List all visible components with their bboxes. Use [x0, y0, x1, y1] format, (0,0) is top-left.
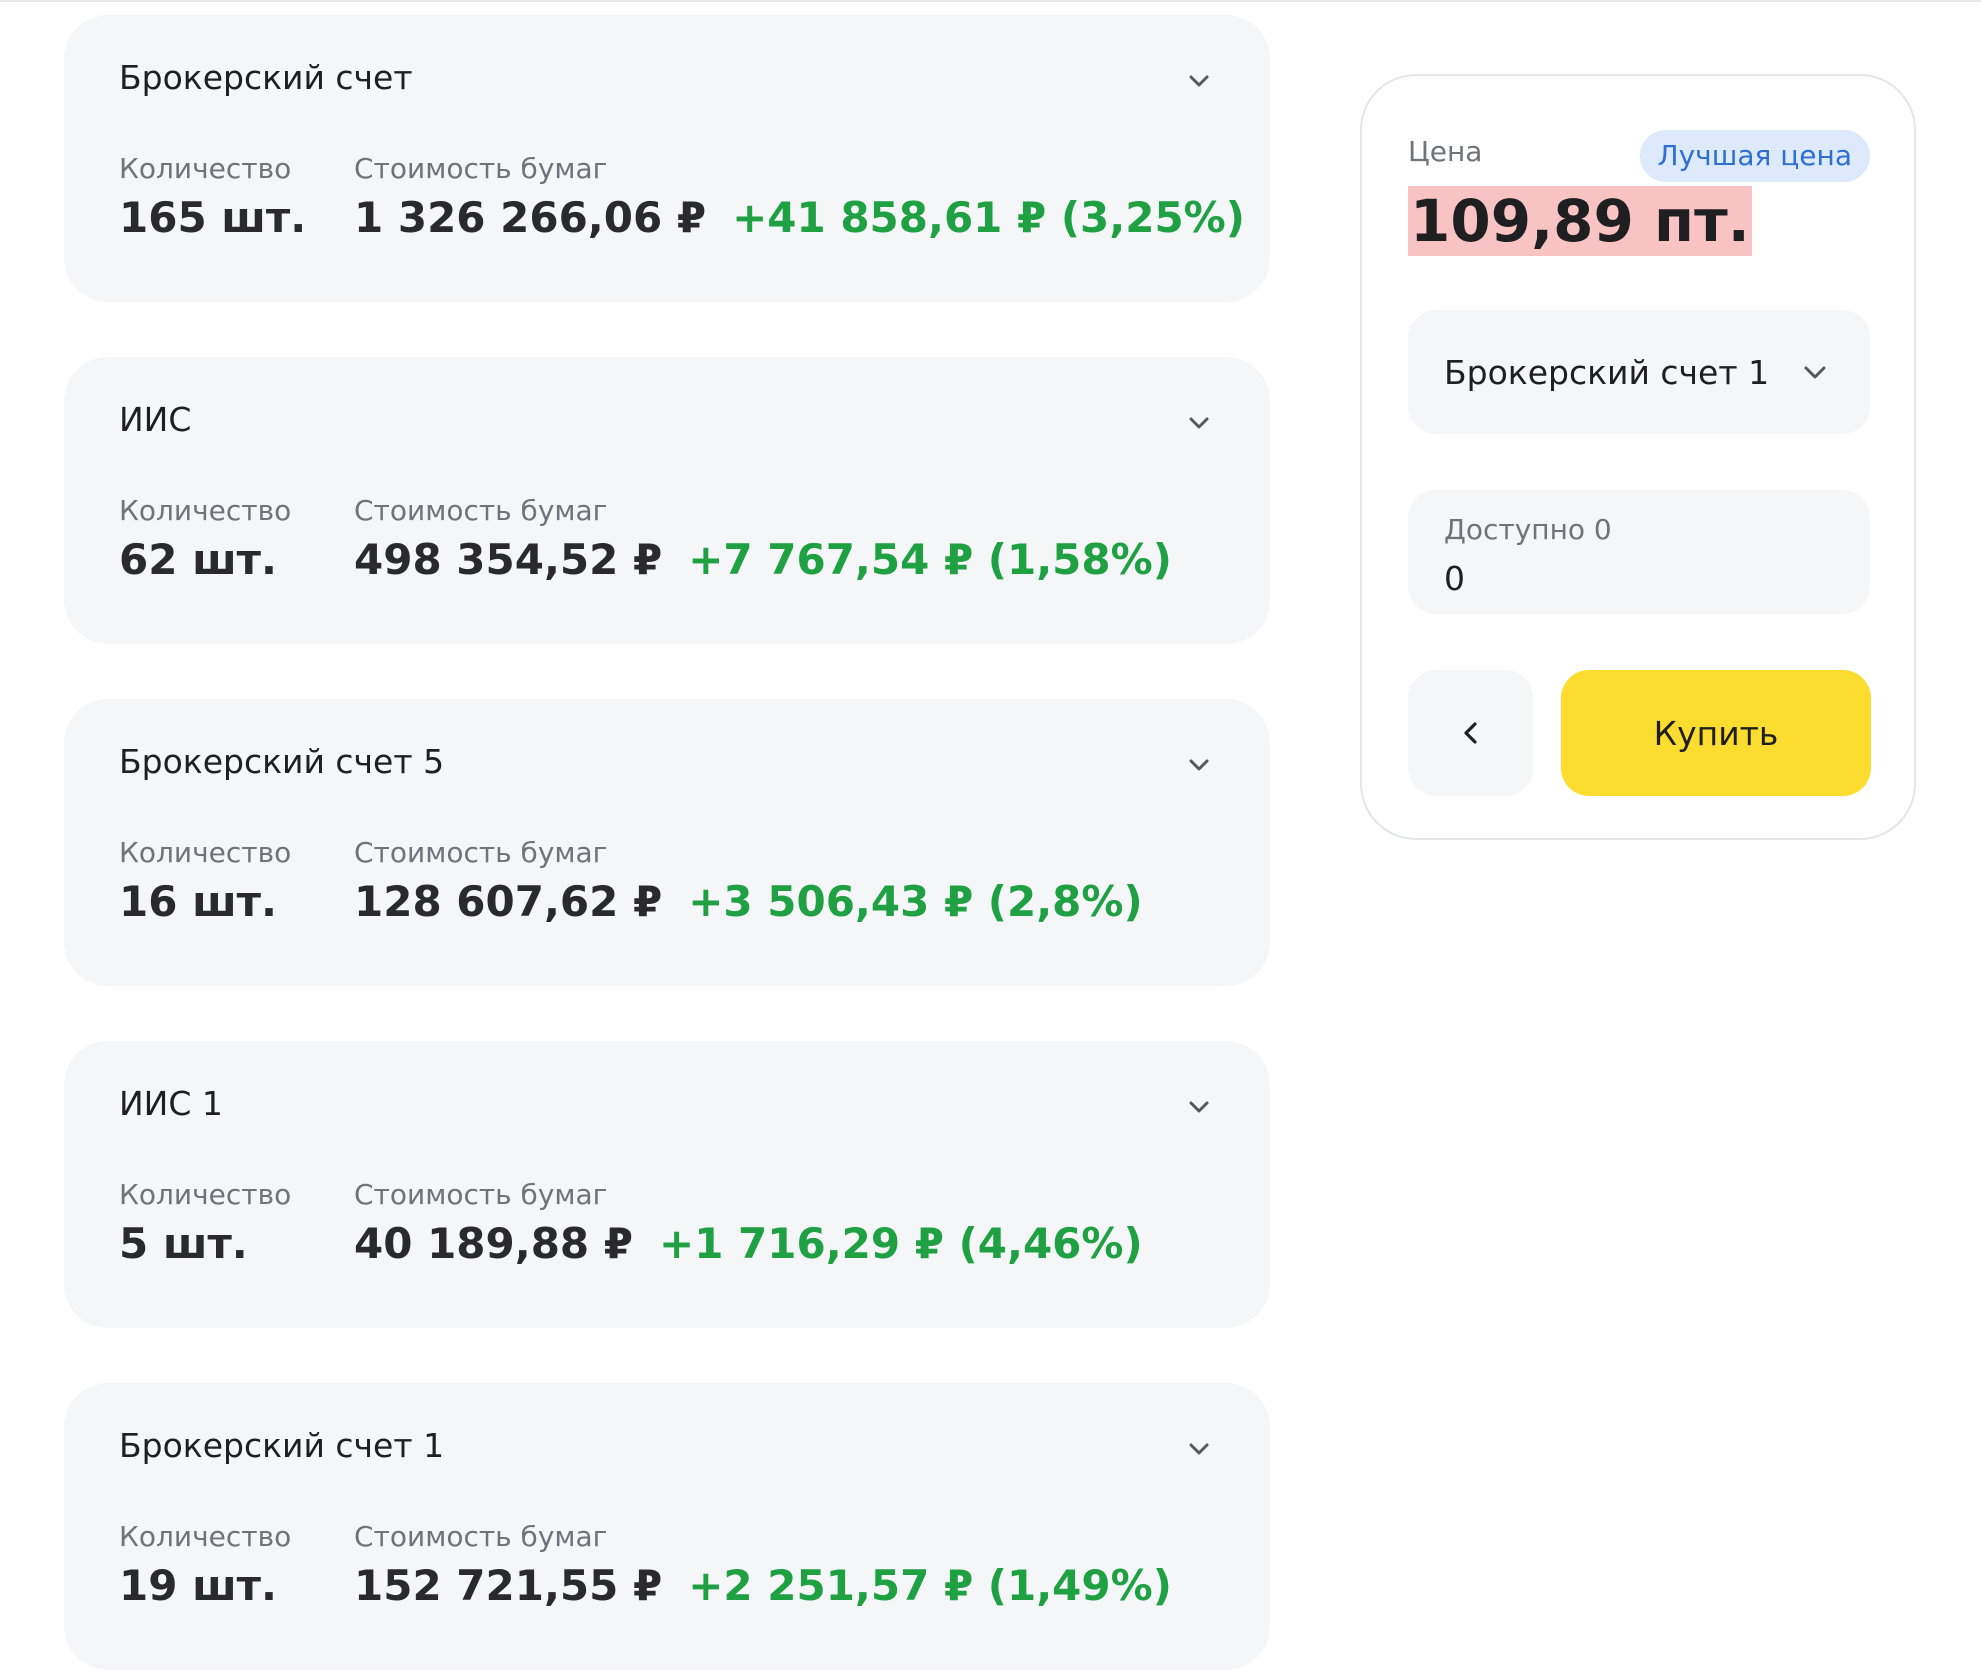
change-value: +3 506,43 ₽ (2,8%) — [688, 877, 1143, 926]
chevron-down-icon[interactable] — [1184, 1092, 1214, 1122]
change-value: +7 767,54 ₽ (1,58%) — [688, 535, 1172, 584]
account-name: ИИС — [119, 400, 192, 439]
cost-value: 40 189,88 ₽ — [354, 1219, 633, 1268]
available-label: Доступно 0 — [1444, 513, 1612, 546]
quantity-label: Количество — [119, 1520, 292, 1553]
top-divider — [0, 0, 1981, 2]
cost-row: 128 607,62 ₽ +3 506,43 ₽ (2,8%) — [354, 881, 1143, 923]
chevron-down-icon — [1804, 366, 1826, 379]
buy-button[interactable]: Купить — [1561, 670, 1871, 796]
change-value: +1 716,29 ₽ (4,46%) — [659, 1219, 1143, 1268]
account-card[interactable]: ИИС 1 Количество 5 шт. Стоимость бумаг 4… — [64, 1041, 1270, 1328]
account-card[interactable]: ИИС Количество 62 шт. Стоимость бумаг 49… — [64, 357, 1270, 644]
cost-label: Стоимость бумаг — [354, 1178, 608, 1211]
cost-row: 152 721,55 ₽ +2 251,57 ₽ (1,49%) — [354, 1565, 1172, 1607]
account-card[interactable]: Брокерский счет 5 Количество 16 шт. Стои… — [64, 699, 1270, 986]
quantity-label: Количество — [119, 494, 292, 527]
account-card[interactable]: Брокерский счет Количество 165 шт. Стоим… — [64, 15, 1270, 302]
account-name: Брокерский счет — [119, 58, 413, 97]
price-value: 109,89 пт. — [1408, 186, 1752, 256]
quantity-label: Количество — [119, 836, 292, 869]
cost-value: 498 354,52 ₽ — [354, 535, 663, 584]
cost-row: 40 189,88 ₽ +1 716,29 ₽ (4,46%) — [354, 1223, 1143, 1265]
chevron-down-icon[interactable] — [1184, 1434, 1214, 1464]
cost-label: Стоимость бумаг — [354, 494, 608, 527]
cost-label: Стоимость бумаг — [354, 152, 608, 185]
price-label: Цена — [1408, 135, 1483, 168]
account-name: Брокерский счет 1 — [119, 1426, 445, 1465]
quantity-value: 5 шт. — [119, 1219, 248, 1268]
quantity-value: 165 шт. — [119, 193, 307, 242]
account-name: Брокерский счет 5 — [119, 742, 445, 781]
quantity-label: Количество — [119, 1178, 292, 1211]
chevron-left-icon — [1464, 722, 1477, 744]
order-panel: Цена Лучшая цена 109,89 пт. Брокерский с… — [1360, 74, 1916, 840]
account-name: ИИС 1 — [119, 1084, 223, 1123]
chevron-down-icon[interactable] — [1184, 750, 1214, 780]
account-select[interactable]: Брокерский счет 1 — [1408, 310, 1870, 434]
cost-value: 1 326 266,06 ₽ — [354, 193, 707, 242]
quantity-input[interactable] — [1444, 558, 1824, 598]
cost-label: Стоимость бумаг — [354, 1520, 608, 1553]
best-price-badge[interactable]: Лучшая цена — [1639, 130, 1870, 182]
quantity-label: Количество — [119, 152, 292, 185]
account-card[interactable]: Брокерский счет 1 Количество 19 шт. Стои… — [64, 1383, 1270, 1670]
quantity-value: 19 шт. — [119, 1561, 277, 1610]
cost-value: 152 721,55 ₽ — [354, 1561, 663, 1610]
back-button[interactable] — [1408, 670, 1533, 796]
holdings-list: Брокерский счет Количество 165 шт. Стоим… — [64, 15, 1270, 1670]
cost-row: 498 354,52 ₽ +7 767,54 ₽ (1,58%) — [354, 539, 1172, 581]
account-select-value: Брокерский счет 1 — [1444, 353, 1770, 392]
change-value: +2 251,57 ₽ (1,49%) — [688, 1561, 1172, 1610]
cost-value: 128 607,62 ₽ — [354, 877, 663, 926]
cost-row: 1 326 266,06 ₽ +41 858,61 ₽ (3,25%) — [354, 197, 1245, 239]
cost-label: Стоимость бумаг — [354, 836, 608, 869]
chevron-down-icon[interactable] — [1184, 66, 1214, 96]
quantity-field[interactable]: Доступно 0 — [1408, 490, 1870, 614]
change-value: +41 858,61 ₽ (3,25%) — [732, 193, 1245, 242]
quantity-value: 16 шт. — [119, 877, 277, 926]
quantity-value: 62 шт. — [119, 535, 277, 584]
chevron-down-icon[interactable] — [1184, 408, 1214, 438]
